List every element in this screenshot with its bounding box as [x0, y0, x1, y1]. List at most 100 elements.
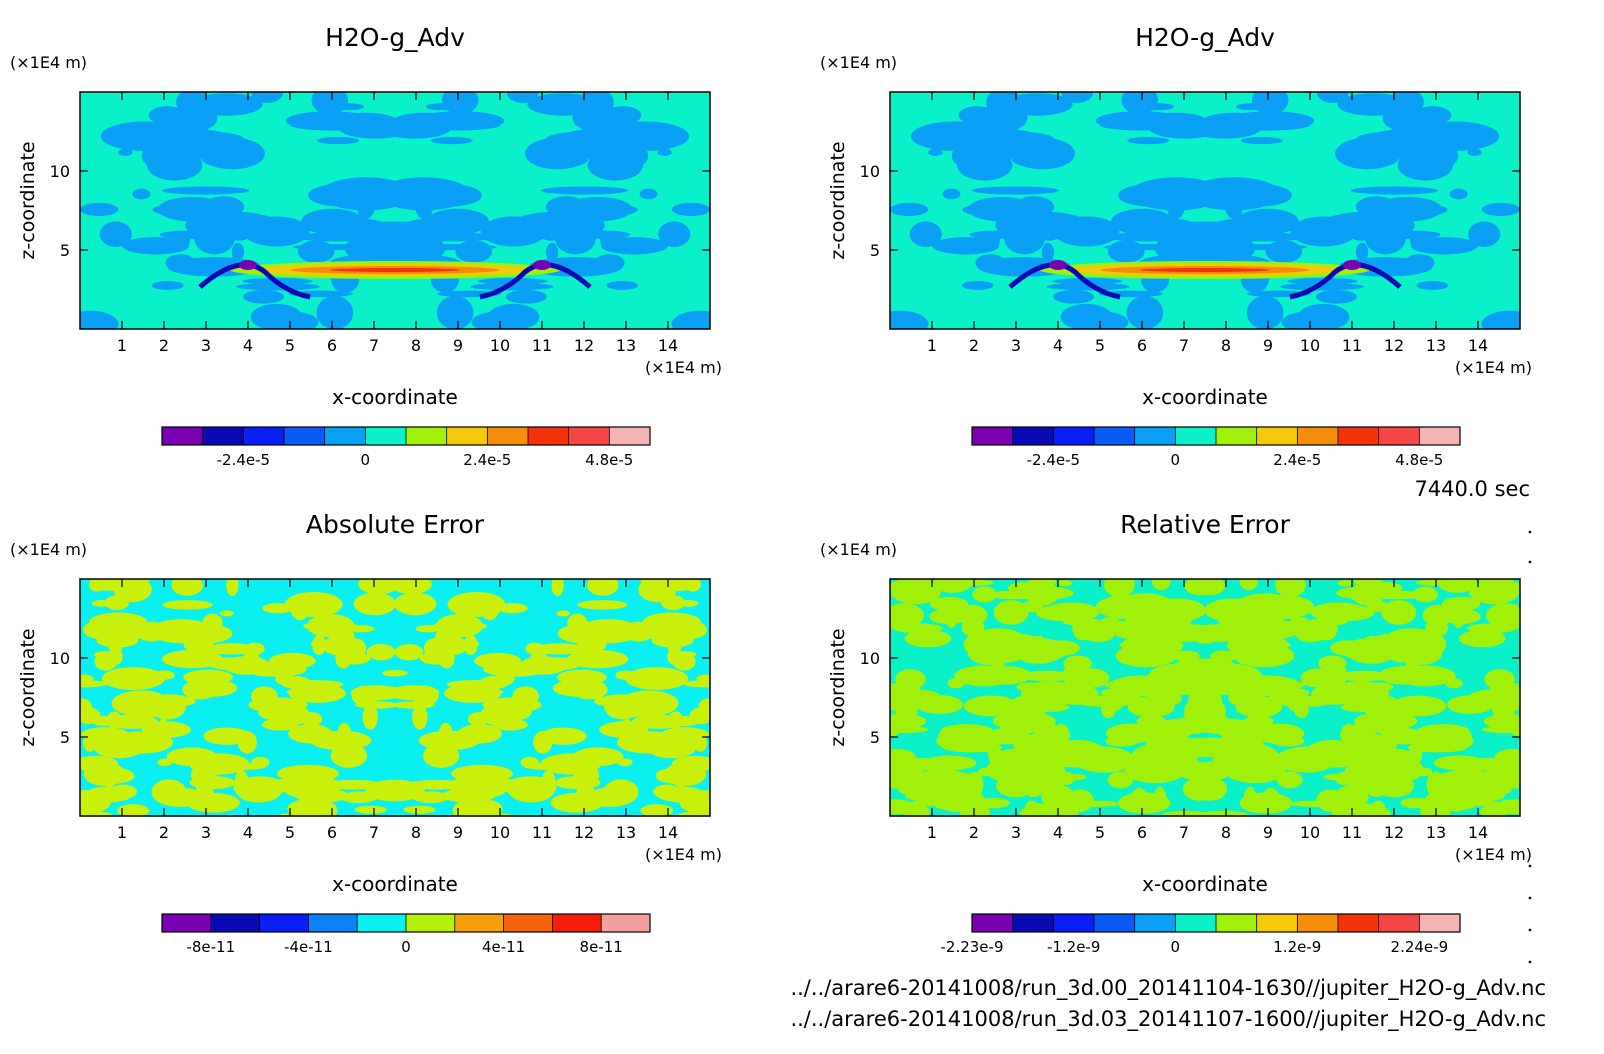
x-tick-label: 14 — [1468, 823, 1488, 842]
x-tick-label: 11 — [1342, 336, 1362, 355]
field-patch — [942, 742, 1003, 753]
field-patch — [1162, 810, 1211, 816]
heatmap-field — [890, 579, 1520, 816]
field-patch — [600, 237, 668, 255]
field-patch — [101, 771, 117, 788]
field-patch — [601, 625, 661, 636]
field-patch — [1352, 232, 1370, 241]
colorbar-bin — [1338, 914, 1380, 932]
field-patch — [1507, 770, 1520, 789]
field-patch — [972, 586, 997, 603]
x-tick-label: 14 — [658, 823, 678, 842]
field-patch — [1107, 771, 1134, 789]
chart-title: Relative Error — [1120, 510, 1290, 539]
heatmap-field — [80, 579, 710, 816]
colorbar-bin — [1338, 427, 1380, 445]
field-patch — [118, 148, 133, 157]
field-patch — [1239, 579, 1258, 591]
warm-band — [1140, 268, 1270, 272]
x-tick-label: 2 — [969, 336, 979, 355]
field-patch — [993, 600, 1029, 625]
field-patch — [1344, 220, 1382, 234]
field-patch — [1053, 216, 1120, 247]
colorbar: -8e-11 -4e-11 0 4e-11 8e-11 — [161, 913, 651, 956]
field-patch — [288, 683, 346, 703]
field-patch — [1107, 240, 1145, 263]
field-patch — [186, 792, 240, 813]
field-patch — [971, 186, 1060, 195]
field-patch — [1100, 616, 1121, 627]
field-patch — [1138, 629, 1161, 640]
field-patch — [1316, 92, 1349, 103]
colorbar-bin — [552, 914, 602, 932]
field-patch — [390, 579, 432, 595]
field-patch — [1420, 800, 1451, 816]
field-patch — [1061, 92, 1094, 103]
field-patch — [80, 674, 94, 683]
x-tick-label: 12 — [1384, 336, 1404, 355]
field-patch — [251, 686, 278, 706]
field-patch — [586, 579, 619, 596]
colorbar-bin — [406, 914, 456, 932]
y-tick-label: 5 — [60, 728, 70, 747]
field-patch — [382, 669, 408, 677]
field-patch — [337, 722, 351, 744]
field-patch — [1481, 726, 1520, 734]
field-patch — [1000, 714, 1023, 737]
field-patch — [625, 667, 689, 690]
vortex-core — [533, 260, 551, 270]
time-label: 7440.0 sec — [1414, 477, 1530, 501]
field-patch — [226, 579, 239, 597]
field-patch — [1276, 771, 1303, 789]
colorbar-bin — [1053, 427, 1095, 445]
field-patch — [218, 220, 256, 234]
field-patch — [262, 603, 294, 614]
field-patch — [1415, 579, 1474, 587]
field-patch — [105, 714, 158, 729]
y-tick-label: 10 — [50, 649, 70, 668]
field-patch — [1347, 803, 1388, 816]
field-patch — [1289, 616, 1310, 627]
field-patch — [134, 709, 176, 718]
colorbar-tick-label: -1.2e-9 — [1047, 938, 1100, 956]
field-patch — [1413, 586, 1438, 603]
field-patch — [1407, 742, 1468, 753]
field-patch — [290, 597, 310, 621]
x-tick-label: 8 — [411, 336, 421, 355]
chart-title: Absolute Error — [306, 510, 485, 539]
field-patch — [1130, 787, 1148, 811]
field-patch — [1355, 242, 1369, 262]
vortex-streak — [1289, 262, 1402, 300]
field-patch — [1240, 137, 1283, 145]
field-patch — [520, 756, 539, 768]
colorbar-bin — [357, 914, 407, 932]
y-axis-unit: (×1E4 m) — [820, 53, 897, 72]
x-tick-label: 11 — [532, 336, 552, 355]
y-axis-unit: (×1E4 m) — [10, 540, 87, 559]
field-patch — [99, 221, 132, 247]
x-tick-label: 12 — [574, 823, 594, 842]
x-tick-label: 2 — [159, 336, 169, 355]
field-patch — [1060, 303, 1113, 329]
colorbar-tick-label: 8e-11 — [580, 938, 623, 956]
field-patch — [1290, 216, 1357, 247]
field-patch — [890, 770, 903, 789]
field-patch — [362, 704, 378, 730]
field-patch — [1193, 737, 1228, 754]
colorbar-bin — [1378, 427, 1420, 445]
colorbar-bin — [162, 914, 212, 932]
x-tick-label: 13 — [616, 336, 636, 355]
field-patch — [455, 240, 493, 263]
x-axis-unit: (×1E4 m) — [1455, 845, 1532, 864]
colorbar-tick-label: 2.4e-5 — [1273, 451, 1321, 469]
field-patch — [1127, 137, 1170, 145]
field-patch — [1233, 643, 1295, 668]
colorbar-tick-label: -2.4e-5 — [1027, 451, 1080, 469]
field-patch — [606, 280, 639, 290]
field-patch — [506, 92, 539, 103]
x-tick-label: 4 — [243, 336, 253, 355]
field-patch — [109, 784, 137, 799]
x-tick-label: 10 — [1300, 336, 1320, 355]
x-tick-label: 11 — [1342, 823, 1362, 842]
field-patch — [1337, 579, 1354, 587]
